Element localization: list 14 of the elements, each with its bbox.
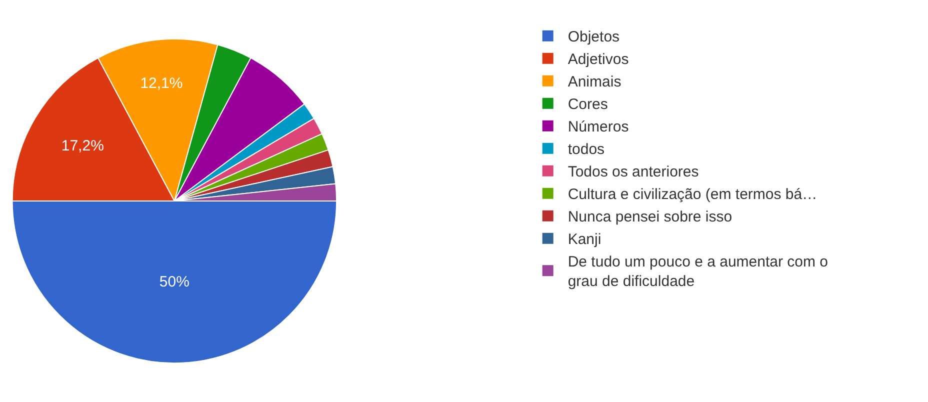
legend-label: Nunca pensei sobre isso — [568, 208, 732, 226]
legend-label: Objetos — [568, 28, 620, 46]
legend-label: Todos os anteriores — [568, 164, 699, 181]
data-label: 17,2% — [61, 137, 104, 154]
legend-label: Cores — [568, 96, 608, 114]
legend-label: Cultura e civilização (em termos bá… — [568, 186, 818, 204]
legend-label: De tudo um pouco e a aumentar com o grau de dificuldade — [568, 254, 828, 290]
legend-label: Adjetivos — [568, 51, 629, 68]
data-label: 12,1% — [140, 74, 183, 92]
legend-label: Números — [568, 118, 629, 136]
data-label: 50% — [159, 274, 190, 291]
legend-label: Animais — [568, 74, 622, 91]
legend-label: todos — [568, 141, 605, 158]
legend-label: Kanji — [568, 231, 602, 248]
